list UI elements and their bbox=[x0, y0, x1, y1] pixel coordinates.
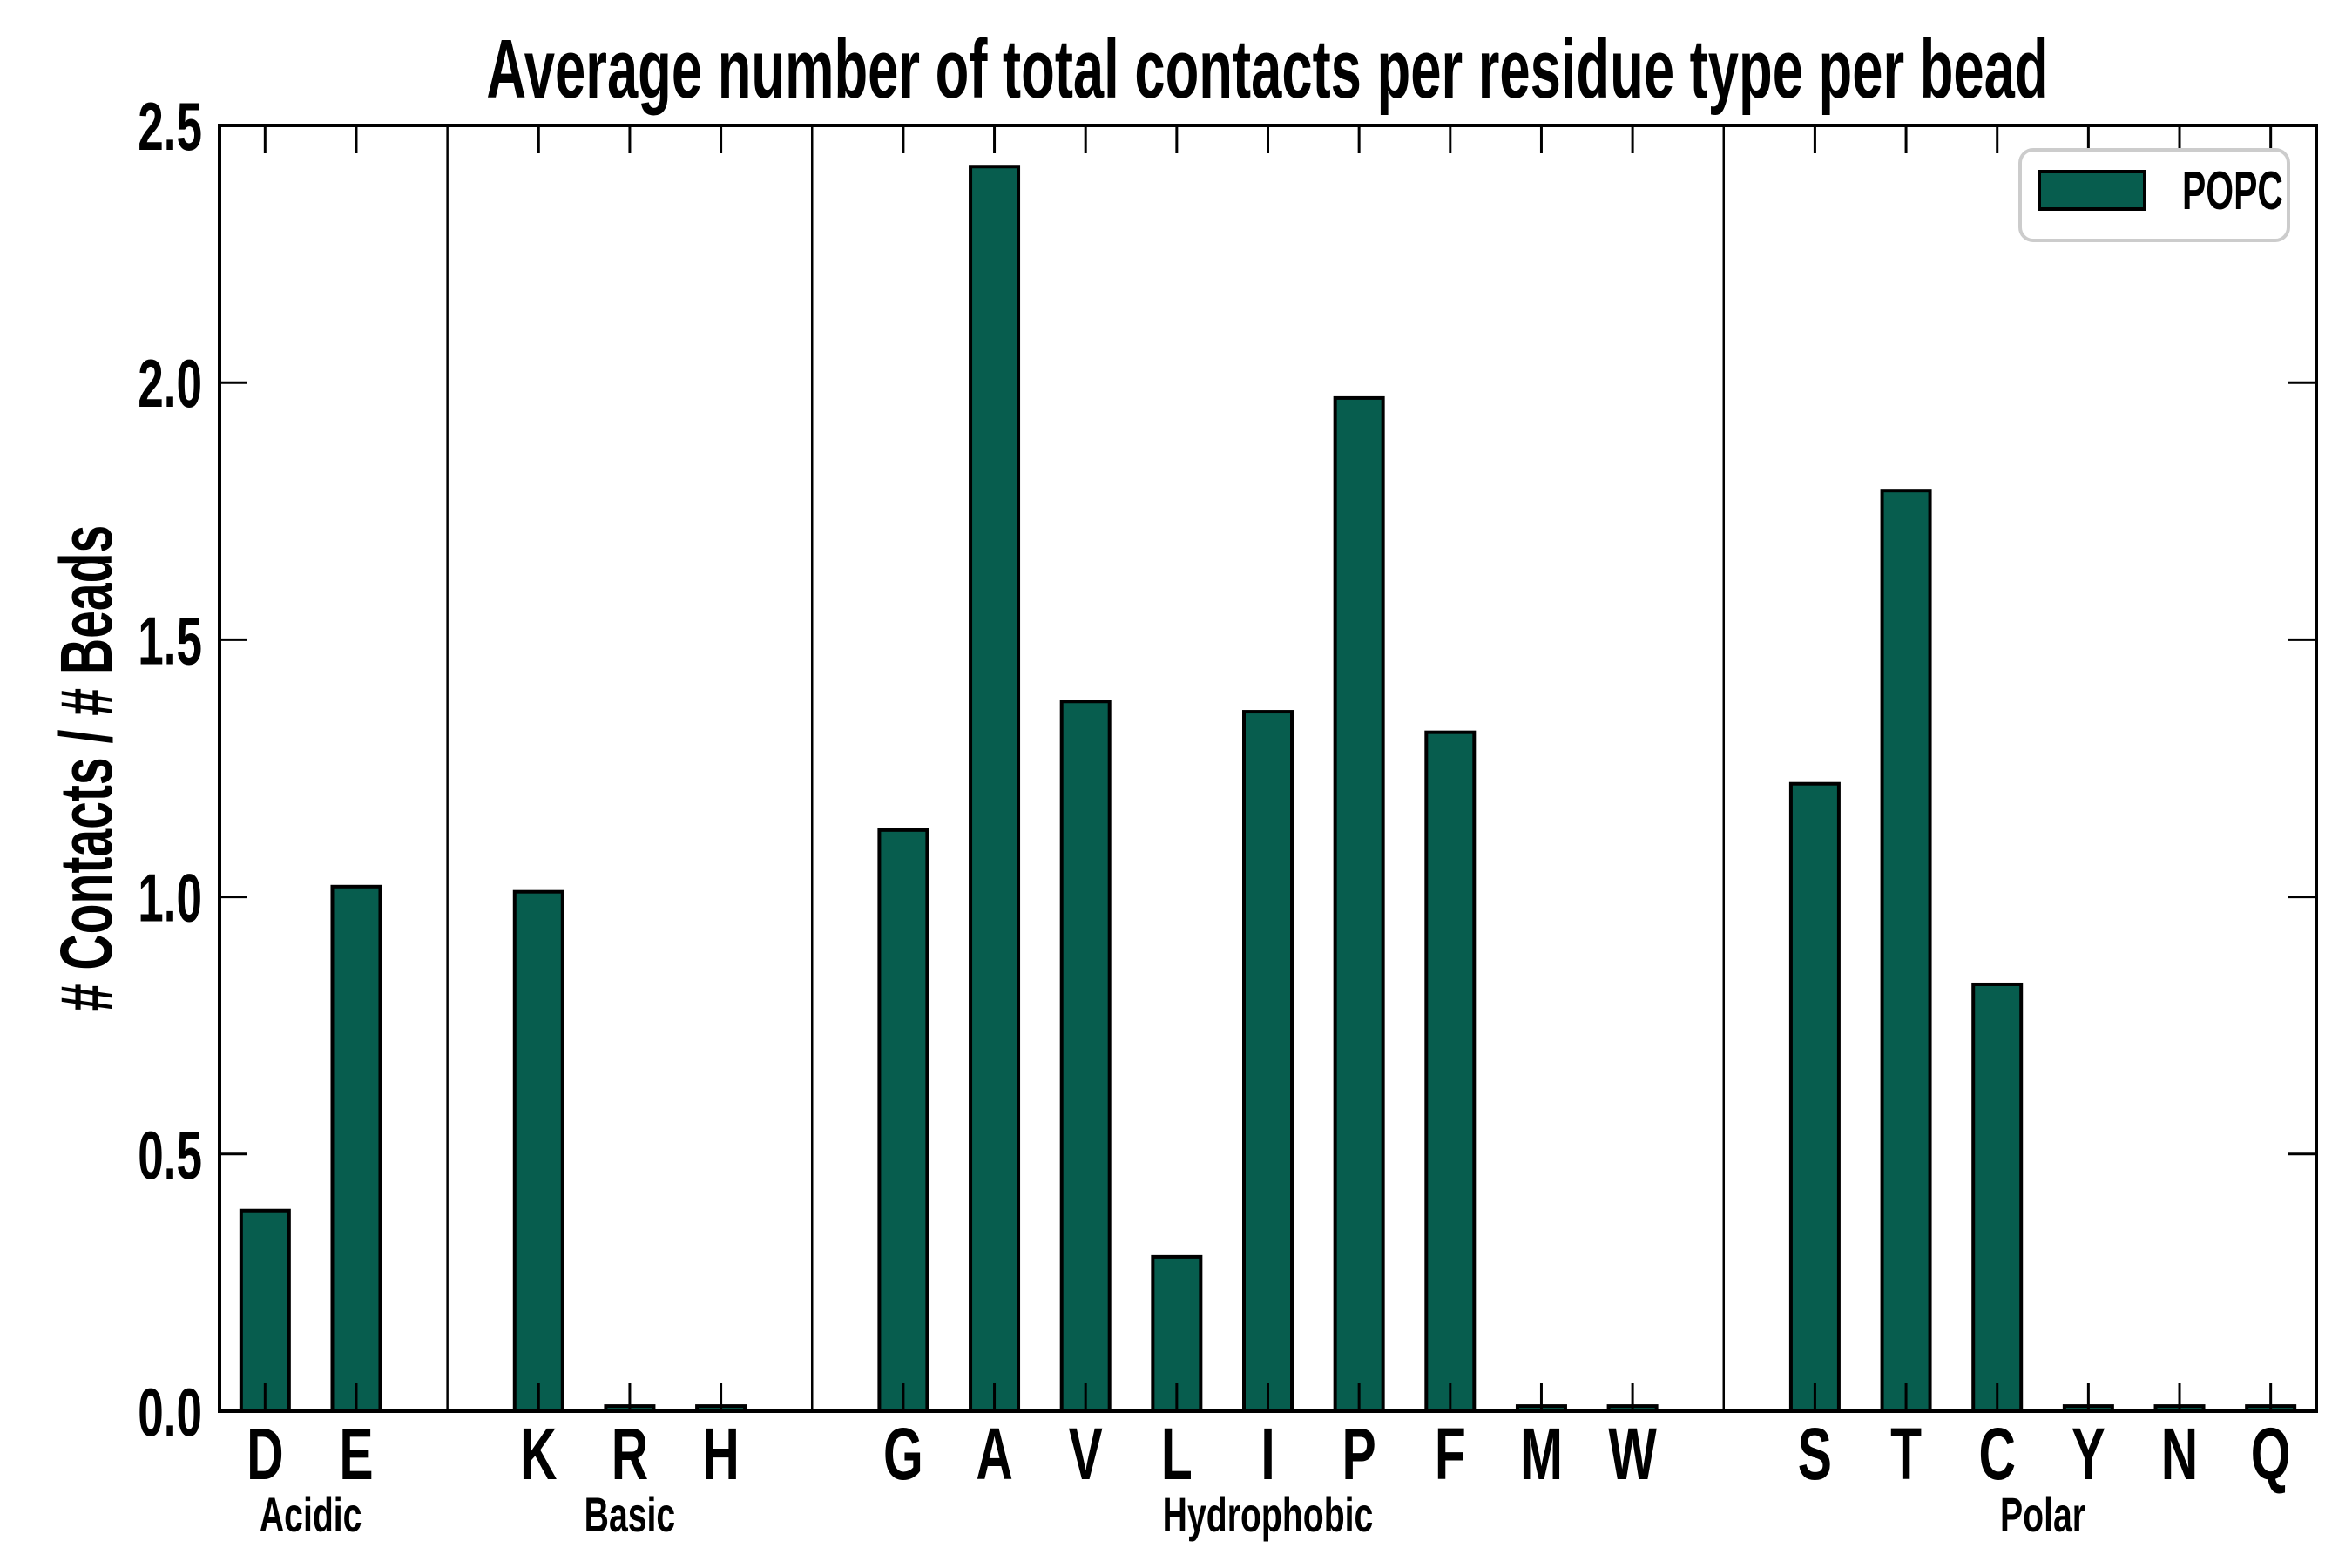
x-tick-label-I: I bbox=[1260, 1414, 1274, 1496]
legend-label: POPC bbox=[2182, 161, 2283, 222]
x-tick-label-Q: Q bbox=[2251, 1414, 2291, 1496]
group-separators-layer bbox=[446, 125, 1726, 1411]
x-tick-label-D: D bbox=[247, 1414, 283, 1496]
legend-swatch bbox=[2038, 170, 2146, 211]
bars-layer bbox=[239, 165, 2297, 1414]
bar-I bbox=[1242, 710, 1294, 1413]
x-tick-label-F: F bbox=[1435, 1414, 1466, 1496]
bar-D bbox=[239, 1208, 291, 1414]
bar-V bbox=[1059, 700, 1112, 1413]
group-label-acidic: Acidic bbox=[260, 1488, 362, 1543]
x-tick-label-H: H bbox=[702, 1414, 739, 1496]
y-tick-label-0.0: 0.0 bbox=[138, 1375, 202, 1451]
bar-C bbox=[1971, 982, 2024, 1414]
y-tick-label-2.5: 2.5 bbox=[138, 90, 202, 166]
group-label-polar: Polar bbox=[2000, 1488, 2085, 1543]
group-label-basic: Basic bbox=[585, 1488, 676, 1543]
y-tick-label-1.0: 1.0 bbox=[138, 862, 202, 937]
x-tick-label-L: L bbox=[1161, 1414, 1193, 1496]
x-tick-label-E: E bbox=[339, 1414, 373, 1496]
bar-G bbox=[877, 828, 929, 1413]
bar-S bbox=[1788, 781, 1841, 1413]
x-tick-label-S: S bbox=[1798, 1414, 1832, 1496]
y-tick-label-1.5: 1.5 bbox=[138, 604, 202, 679]
bar-K bbox=[512, 889, 564, 1413]
y-axis-label: # Contacts / # Beads bbox=[46, 525, 128, 1012]
tick-labels-layer: D E K R H G A V L I P F M W S T C Y N Q Acidic Basic Hydrophob… bbox=[138, 90, 2290, 1543]
y-tick-label-0.5: 0.5 bbox=[138, 1119, 202, 1194]
y-tick-label-2.0: 2.0 bbox=[138, 347, 202, 422]
x-tick-label-R: R bbox=[612, 1414, 648, 1496]
chart-title: Average number of total contacts per res… bbox=[486, 23, 2048, 116]
group-label-hydrophobic: Hydrophobic bbox=[1163, 1488, 1374, 1543]
x-tick-label-M: M bbox=[1520, 1414, 1563, 1496]
x-tick-label-W: W bbox=[1608, 1414, 1657, 1496]
bar-E bbox=[330, 884, 382, 1413]
x-tick-label-A: A bbox=[976, 1414, 1012, 1496]
x-tick-label-K: K bbox=[520, 1414, 557, 1496]
legend: POPC bbox=[2018, 148, 2290, 242]
x-tick-label-T: T bbox=[1890, 1414, 1922, 1496]
x-tick-label-Y: Y bbox=[2072, 1414, 2105, 1496]
x-tick-label-G: G bbox=[883, 1414, 923, 1496]
bar-T bbox=[1880, 489, 1932, 1414]
bar-A bbox=[969, 165, 1021, 1413]
x-tick-label-N: N bbox=[2161, 1414, 2198, 1496]
x-tick-label-V: V bbox=[1069, 1414, 1103, 1496]
x-tick-label-C: C bbox=[1978, 1414, 2015, 1496]
bar-P bbox=[1333, 395, 1385, 1413]
x-tick-label-P: P bbox=[1342, 1414, 1376, 1496]
axes-layer bbox=[218, 124, 2318, 1413]
bar-F bbox=[1424, 730, 1477, 1413]
